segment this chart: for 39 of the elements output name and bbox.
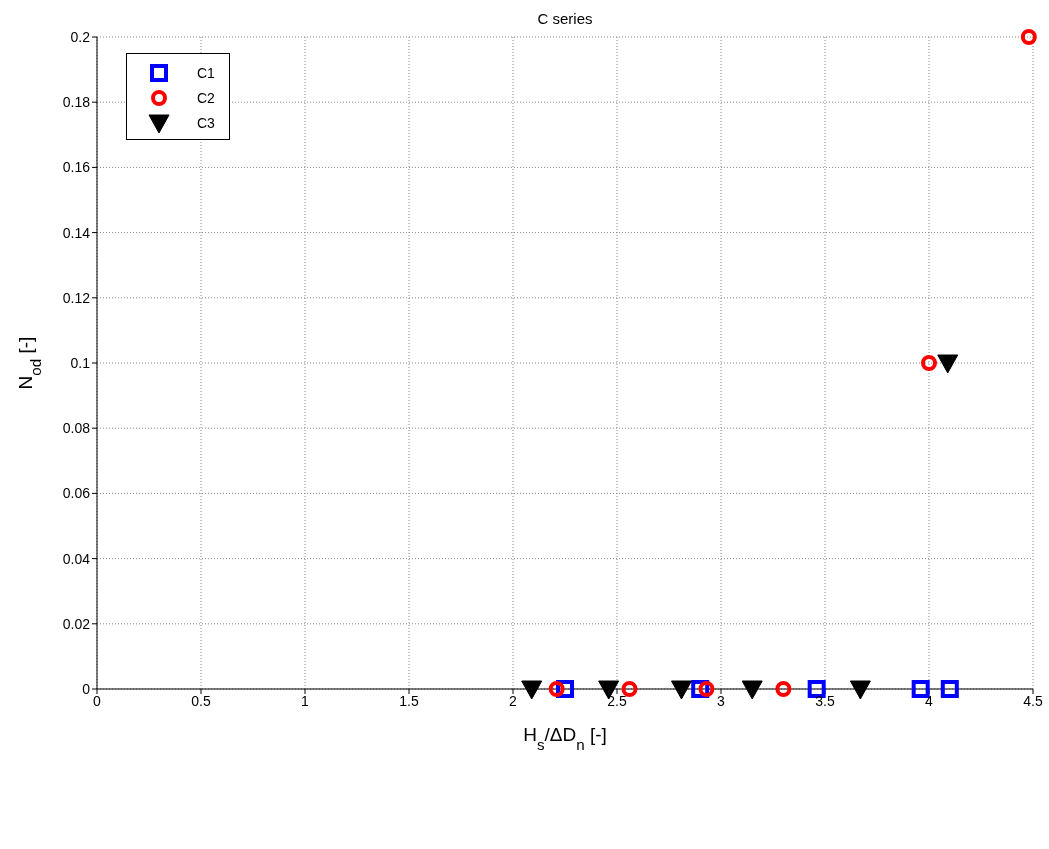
point	[775, 681, 792, 697]
y-tick-label: 0.18	[62, 94, 91, 111]
y-tick-label: 0.14	[62, 224, 91, 241]
legend-label: C1	[197, 64, 215, 81]
point	[911, 680, 930, 698]
point	[698, 681, 715, 697]
y-tick-label: 0.2	[70, 28, 91, 45]
point	[940, 680, 959, 698]
y-tick-label: 0.08	[62, 420, 91, 437]
point	[741, 680, 763, 700]
y-tick-label: 0.16	[62, 159, 91, 176]
x-tick-label: 4.5	[1023, 692, 1043, 709]
legend-label: C2	[197, 89, 215, 106]
point	[670, 680, 692, 700]
x-tick-label: 2	[509, 692, 518, 709]
y-tick-label: 0.02	[62, 615, 91, 632]
point	[921, 355, 937, 371]
point	[849, 680, 871, 700]
y-tick-label: 0.06	[62, 485, 91, 502]
x-tick-label: 4	[925, 692, 934, 709]
point	[548, 681, 565, 697]
x-tick-label: 1.5	[399, 692, 419, 709]
x-tick-label: 3.5	[815, 692, 835, 709]
point	[937, 354, 959, 374]
x-tick-label: 0	[93, 692, 102, 709]
point	[621, 681, 638, 697]
point	[807, 680, 826, 698]
y-tick-label: 0	[82, 680, 91, 697]
x-tick-label: 1	[301, 692, 310, 709]
x-tick-label: 3	[717, 692, 726, 709]
y-tick-label: 0.1	[70, 354, 91, 371]
legend-label: C3	[197, 114, 215, 131]
chart-title: C series	[537, 10, 593, 27]
x-tick-label: 0.5	[191, 692, 211, 709]
y-tick-label: 0.12	[62, 289, 91, 306]
point	[1020, 29, 1037, 45]
x-axis-title: H$_{s}$/ΔD$_{n}$ [-]	[523, 724, 607, 753]
point	[521, 680, 543, 700]
y-tick-label: 0.04	[62, 550, 91, 567]
